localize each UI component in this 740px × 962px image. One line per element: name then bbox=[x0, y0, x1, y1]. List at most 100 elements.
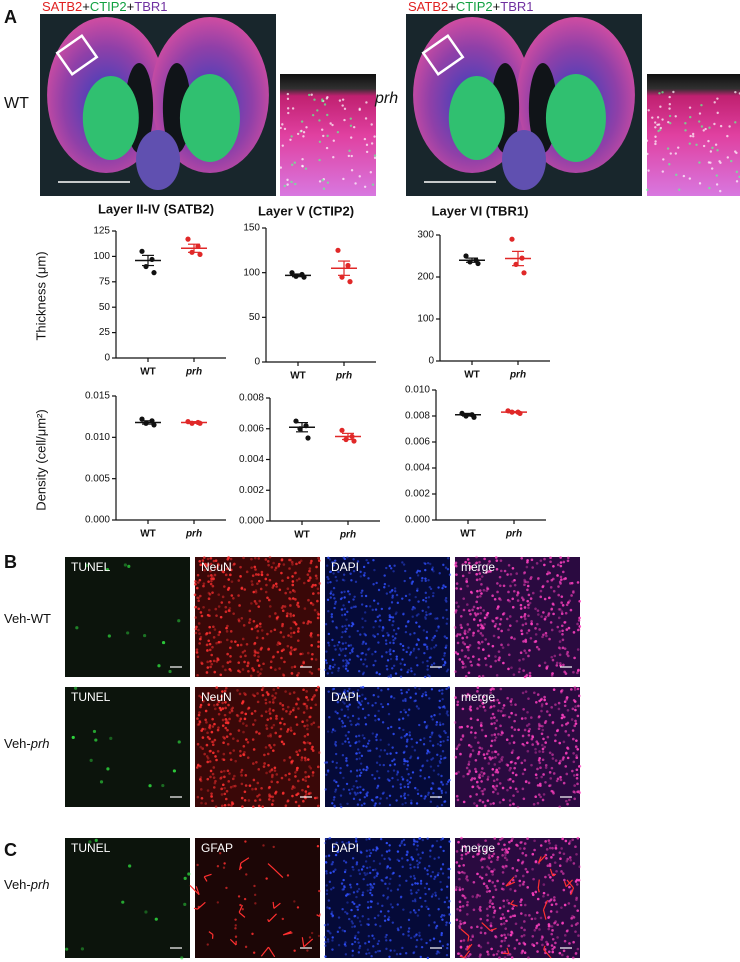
astrocyte bbox=[542, 899, 549, 920]
cell-dot bbox=[426, 837, 429, 840]
cell-dot bbox=[684, 129, 687, 132]
cell-dot bbox=[577, 934, 580, 937]
cell-dot bbox=[492, 634, 496, 638]
cell-dot bbox=[480, 592, 483, 595]
cell-dot bbox=[430, 647, 433, 650]
cell-dot bbox=[459, 587, 463, 591]
cell-dot bbox=[547, 839, 551, 842]
cell-dot bbox=[443, 729, 446, 733]
cell-dot bbox=[304, 758, 307, 762]
cell-dot bbox=[207, 639, 211, 643]
cell-dot bbox=[481, 792, 485, 796]
cell-dot bbox=[496, 753, 500, 756]
cell-dot bbox=[554, 759, 558, 762]
cell-dot bbox=[333, 742, 337, 746]
cell-dot bbox=[207, 691, 210, 695]
y-tick-label: 0.008 bbox=[405, 411, 430, 422]
cell-dot bbox=[458, 877, 461, 881]
cell-dot bbox=[209, 556, 213, 560]
cell-dot bbox=[394, 590, 397, 593]
cell-dot bbox=[351, 622, 354, 626]
cell-dot bbox=[570, 924, 574, 927]
cell-dot bbox=[421, 695, 424, 698]
channel-label: TUNEL bbox=[71, 690, 111, 704]
cell-dot bbox=[536, 767, 539, 771]
cell-dot bbox=[327, 556, 330, 560]
cell-dot bbox=[388, 849, 391, 852]
cell-dot bbox=[268, 798, 271, 801]
cell-dot bbox=[196, 764, 200, 767]
cell-dot bbox=[427, 907, 430, 911]
data-point bbox=[509, 236, 515, 242]
cell-dot bbox=[334, 648, 337, 651]
cell-dot bbox=[396, 888, 400, 891]
cell-dot bbox=[566, 857, 570, 861]
cell-dot bbox=[523, 920, 526, 923]
cell-dot bbox=[212, 776, 216, 779]
cell-dot bbox=[561, 872, 565, 875]
cell-dot bbox=[395, 611, 398, 614]
astrocyte bbox=[537, 879, 540, 893]
cell-dot bbox=[354, 605, 357, 608]
cell-dot bbox=[563, 704, 567, 708]
cell-dot bbox=[553, 896, 556, 899]
cell-dot bbox=[565, 698, 569, 701]
cell-dot bbox=[355, 863, 358, 866]
cell-dot bbox=[488, 560, 491, 563]
row-prefix: Veh- bbox=[4, 877, 31, 892]
cell-dot bbox=[194, 627, 198, 631]
cell-dot bbox=[429, 612, 432, 615]
cell-dot bbox=[245, 873, 248, 876]
cell-dot bbox=[341, 725, 344, 728]
cell-dot bbox=[526, 710, 529, 714]
cell-dot bbox=[713, 101, 716, 104]
cell-dot bbox=[559, 582, 562, 585]
cell-dot bbox=[380, 607, 384, 611]
cell-dot bbox=[310, 747, 314, 751]
cell-dot bbox=[459, 623, 463, 627]
cell-dot bbox=[284, 774, 288, 777]
cell-dot bbox=[229, 758, 233, 761]
cell-dot bbox=[498, 801, 502, 804]
cell-dot bbox=[305, 690, 308, 693]
cell-dot bbox=[239, 575, 242, 578]
cell-dot bbox=[297, 707, 300, 710]
cell-dot bbox=[416, 844, 419, 847]
cell-dot bbox=[337, 943, 341, 947]
cell-dot bbox=[439, 757, 443, 761]
cell-dot bbox=[531, 935, 535, 938]
cell-dot bbox=[530, 737, 534, 741]
cell-dot bbox=[326, 581, 330, 584]
cell-dot bbox=[561, 632, 564, 636]
cell-dot bbox=[446, 568, 450, 571]
cell-dot bbox=[523, 614, 526, 618]
cell-dot bbox=[290, 672, 294, 675]
cell-dot bbox=[677, 146, 680, 149]
cell-dot bbox=[524, 690, 528, 693]
cell-dot bbox=[535, 740, 539, 744]
cell-dot bbox=[322, 187, 326, 190]
cell-dot bbox=[221, 595, 225, 599]
cell-dot bbox=[464, 665, 467, 669]
cell-dot bbox=[213, 738, 217, 742]
cell-dot bbox=[398, 718, 401, 721]
cell-dot bbox=[362, 641, 365, 644]
cell-dot bbox=[295, 768, 299, 772]
cell-dot bbox=[362, 768, 365, 771]
cell-dot bbox=[272, 709, 275, 712]
cell-dot bbox=[286, 178, 289, 182]
cell-dot bbox=[419, 774, 422, 778]
cell-dot bbox=[387, 712, 391, 716]
cell-dot bbox=[209, 775, 212, 779]
cell-dot bbox=[325, 146, 329, 150]
cell-dot bbox=[528, 649, 531, 652]
cell-dot bbox=[502, 888, 505, 891]
cell-dot bbox=[416, 788, 419, 792]
cell-dot bbox=[485, 890, 489, 893]
cell-dot bbox=[375, 847, 379, 850]
cell-dot bbox=[678, 188, 681, 191]
cell-dot bbox=[562, 756, 565, 759]
cell-dot bbox=[413, 877, 416, 880]
cell-dot bbox=[378, 614, 381, 617]
cell-dot bbox=[560, 847, 563, 850]
